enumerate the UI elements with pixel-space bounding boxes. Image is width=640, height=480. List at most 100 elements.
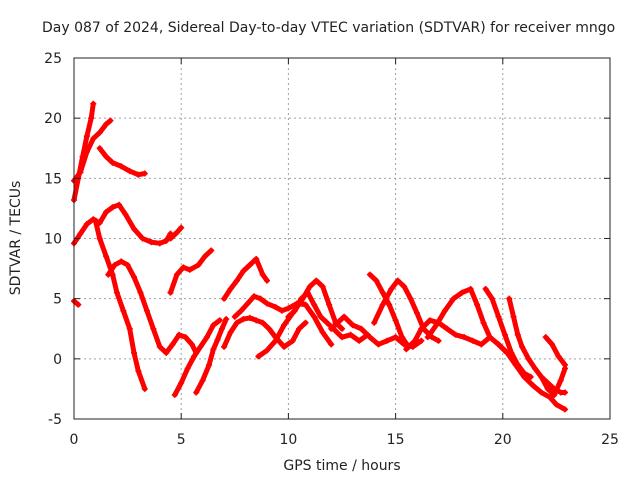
data-point-marker xyxy=(223,316,230,323)
data-point-marker xyxy=(197,343,204,350)
data-point-marker xyxy=(148,239,155,246)
data-point-marker xyxy=(218,325,225,332)
data-point-marker xyxy=(418,325,425,332)
data-point-marker xyxy=(399,334,406,341)
data-point-marker xyxy=(176,331,183,338)
data-point-marker xyxy=(394,277,401,284)
series-line xyxy=(543,334,568,368)
data-point-marker xyxy=(83,148,90,155)
data-point-marker xyxy=(272,337,279,344)
data-point-marker xyxy=(150,325,157,332)
data-point-marker xyxy=(193,389,200,396)
series-sat-l xyxy=(221,255,270,302)
data-point-marker xyxy=(103,121,110,128)
data-point-marker xyxy=(199,377,206,384)
series-line xyxy=(285,290,371,344)
data-point-marker xyxy=(156,343,163,350)
data-point-marker xyxy=(561,365,568,372)
data-point-marker xyxy=(544,385,551,392)
data-point-marker xyxy=(124,261,131,268)
y-tick-label: 25 xyxy=(44,51,62,67)
data-point-marker xyxy=(555,353,562,360)
x-tick-label: 5 xyxy=(177,432,186,448)
data-point-marker xyxy=(311,301,318,308)
data-point-marker xyxy=(266,325,273,332)
x-tick-label: 15 xyxy=(387,432,405,448)
series-sat-y xyxy=(542,334,568,368)
data-point-marker xyxy=(259,319,266,326)
x-tick-label: 0 xyxy=(70,432,79,448)
data-point-marker xyxy=(240,267,247,274)
data-point-marker xyxy=(527,373,534,380)
data-point-marker xyxy=(195,261,202,268)
data-point-marker xyxy=(221,343,228,350)
data-point-marker xyxy=(302,301,309,308)
data-point-marker xyxy=(126,168,133,175)
data-point-marker xyxy=(480,319,487,326)
series-line xyxy=(506,296,568,395)
data-point-marker xyxy=(506,295,513,302)
data-point-marker xyxy=(366,271,373,278)
data-point-marker xyxy=(452,331,459,338)
data-point-marker xyxy=(435,337,442,344)
data-point-marker xyxy=(384,337,391,344)
data-point-marker xyxy=(167,235,174,242)
data-point-marker xyxy=(253,317,260,324)
data-point-marker xyxy=(461,334,468,341)
data-point-marker xyxy=(111,261,118,268)
data-point-marker xyxy=(131,349,138,356)
data-point-marker xyxy=(349,322,356,329)
data-point-marker xyxy=(328,341,335,348)
data-point-marker xyxy=(538,373,545,380)
data-point-marker xyxy=(328,325,335,332)
data-point-marker xyxy=(285,313,292,320)
data-point-marker xyxy=(77,230,84,237)
data-point-marker xyxy=(208,247,215,254)
data-point-marker xyxy=(173,271,180,278)
data-point-marker xyxy=(251,293,258,300)
data-point-marker xyxy=(77,169,84,176)
series-sat-x xyxy=(495,341,568,413)
data-point-marker xyxy=(510,313,517,320)
data-point-marker xyxy=(163,237,170,244)
data-point-marker xyxy=(386,301,393,308)
series-sat-a xyxy=(71,100,97,203)
series-sat-e xyxy=(167,224,185,242)
data-point-marker xyxy=(169,341,176,348)
data-point-marker xyxy=(561,406,568,413)
series-sat-b xyxy=(71,117,114,184)
data-point-marker xyxy=(90,100,97,107)
data-point-marker xyxy=(143,307,150,314)
data-point-marker xyxy=(323,319,330,326)
series-line xyxy=(221,256,270,302)
series-line xyxy=(232,293,334,347)
data-point-marker xyxy=(424,334,431,341)
data-point-marker xyxy=(401,283,408,290)
data-point-marker xyxy=(178,379,185,386)
data-point-marker xyxy=(272,304,279,311)
data-point-marker xyxy=(244,300,251,307)
data-point-marker xyxy=(103,153,110,160)
data-point-marker xyxy=(546,394,553,401)
data-point-marker xyxy=(531,365,538,372)
data-point-marker xyxy=(109,204,116,211)
data-point-marker xyxy=(255,353,262,360)
data-point-marker xyxy=(375,341,382,348)
data-point-marker xyxy=(107,117,114,124)
data-point-marker xyxy=(156,240,163,247)
data-point-marker xyxy=(141,385,148,392)
data-point-marker xyxy=(339,334,345,341)
data-point-marker xyxy=(131,274,138,281)
series-sat-m xyxy=(221,314,309,350)
series-sat-k xyxy=(193,316,230,396)
data-point-marker xyxy=(118,163,125,170)
data-point-marker xyxy=(240,316,247,323)
data-point-marker xyxy=(116,201,123,208)
data-point-marker xyxy=(392,334,399,341)
data-point-marker xyxy=(519,343,526,350)
grid xyxy=(74,58,610,419)
data-point-marker xyxy=(388,286,395,293)
data-point-marker xyxy=(257,295,264,302)
data-point-marker xyxy=(291,307,298,314)
data-point-marker xyxy=(103,209,110,216)
